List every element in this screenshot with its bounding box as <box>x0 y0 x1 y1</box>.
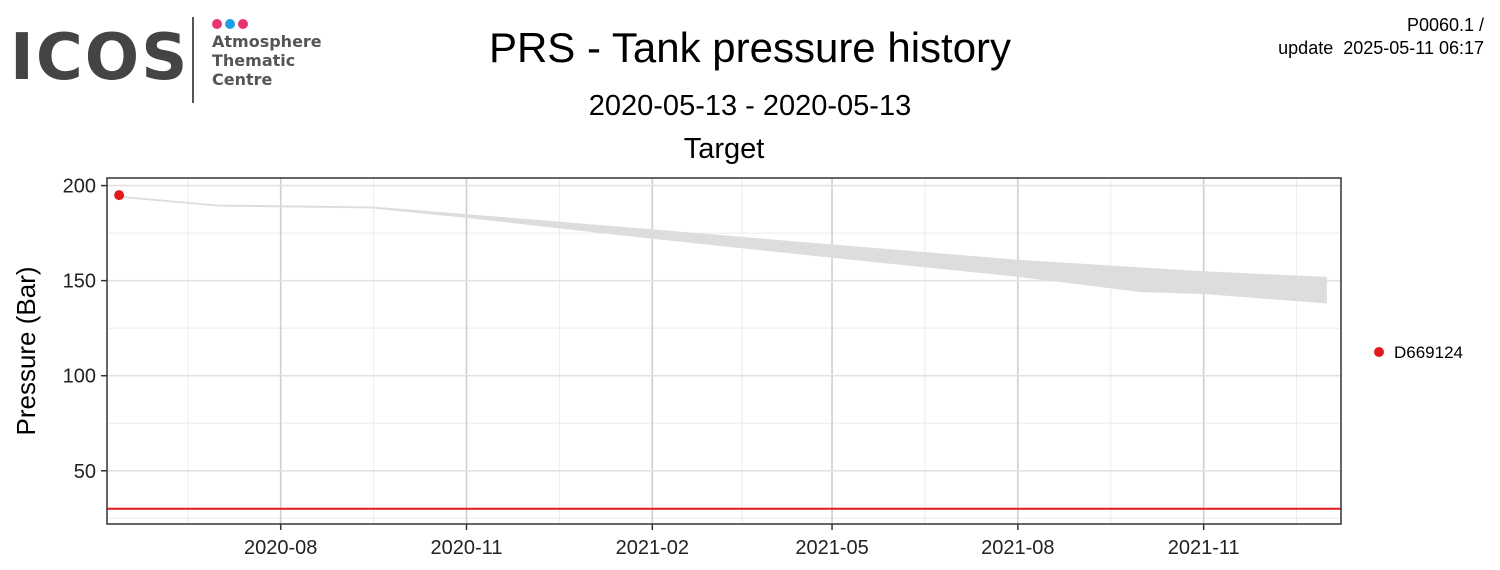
logo-line: Centre <box>212 70 273 89</box>
x-tick-label: 2021-08 <box>981 537 1054 559</box>
y-tick-label: 50 <box>74 461 96 483</box>
x-tick-label: 2020-11 <box>431 537 503 559</box>
x-tick-label: 2021-02 <box>616 537 689 559</box>
y-tick-label: 200 <box>63 176 96 198</box>
data-point <box>114 190 125 201</box>
x-tick-label: 2021-05 <box>795 537 868 559</box>
pressure-range-band <box>123 196 1327 304</box>
logo-wordmark: ICOS <box>10 21 190 95</box>
panel-label: Target <box>683 133 765 165</box>
x-tick-label: 2021-11 <box>1168 537 1240 559</box>
plot-id: P0060.1 / <box>1406 15 1484 35</box>
legend-marker <box>1374 347 1384 357</box>
update-info: P0060.1 / update 2025-05-11 06:17 <box>1278 14 1484 60</box>
logo-dots <box>212 16 251 34</box>
x-tick-label: 2020-08 <box>244 537 317 559</box>
y-axis-title: Pressure (Bar) <box>11 266 41 435</box>
legend-label: D669124 <box>1394 343 1463 362</box>
update-timestamp: update 2025-05-11 06:17 <box>1278 38 1484 58</box>
plot-border <box>106 177 1342 525</box>
logo-dot <box>238 19 248 29</box>
chart-subtitle: 2020-05-13 - 2020-05-13 <box>588 90 912 122</box>
icos-logo: ICOS Atmosphere Thematic Centre <box>10 12 330 107</box>
logo-dot <box>225 19 235 29</box>
y-tick-label: 150 <box>63 271 96 293</box>
logo-line: Thematic <box>212 51 296 70</box>
logo-dot <box>212 19 222 29</box>
logo-separator <box>192 17 194 103</box>
logo-subtitle: Atmosphere Thematic Centre <box>212 32 322 89</box>
logo-line: Atmosphere <box>212 32 322 51</box>
chart-title: PRS - Tank pressure history <box>488 24 1012 71</box>
y-tick-label: 100 <box>63 366 96 388</box>
